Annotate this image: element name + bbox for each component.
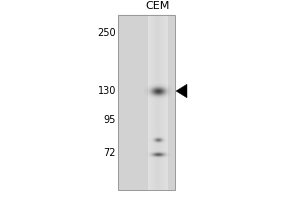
- Text: 250: 250: [98, 28, 116, 38]
- Text: CEM: CEM: [146, 1, 170, 11]
- Polygon shape: [176, 84, 187, 98]
- Bar: [118, 15, 175, 190]
- Text: 130: 130: [98, 86, 116, 96]
- Text: 95: 95: [103, 115, 116, 125]
- Text: 72: 72: [103, 148, 116, 158]
